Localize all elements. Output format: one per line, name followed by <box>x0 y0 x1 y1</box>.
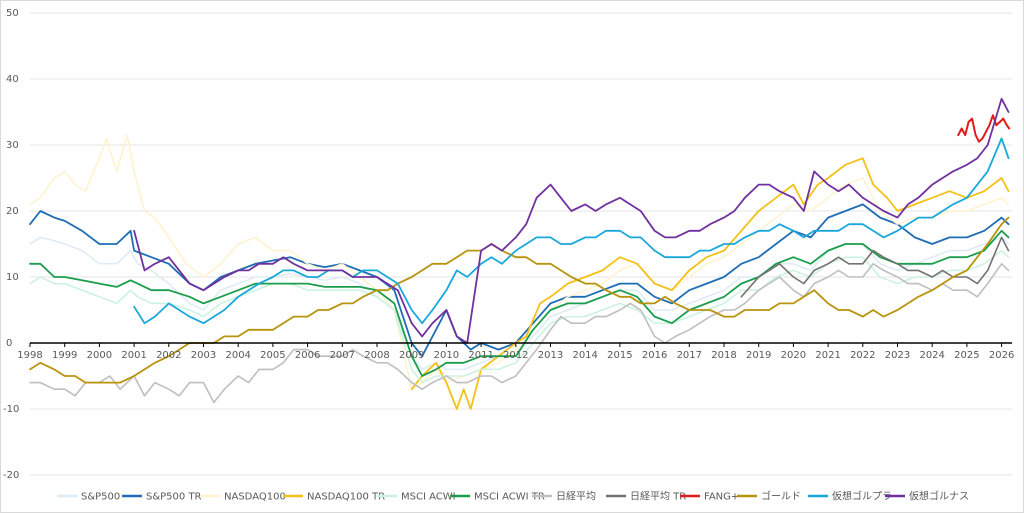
y-tick-label: 0 <box>6 338 12 349</box>
series-line-5 <box>29 229 1010 377</box>
series-line-6 <box>29 263 1010 404</box>
x-tick-label: 2022 <box>850 350 875 361</box>
series-line-8 <box>957 114 1011 143</box>
x-tick-label: 2005 <box>260 350 285 361</box>
y-tick-label: 40 <box>6 74 19 85</box>
y-tick-label: 50 <box>6 8 19 19</box>
x-tick-label: 2017 <box>677 350 702 361</box>
legend-label: FANG+ <box>704 492 739 503</box>
y-tick-label: 10 <box>6 272 19 283</box>
x-tick-label: 2019 <box>746 350 771 361</box>
series-line-10 <box>133 137 1010 325</box>
x-tick-label: 2009 <box>399 350 424 361</box>
y-axis-tick-labels: -20 -10 0 10 20 30 40 50 <box>3 8 19 481</box>
x-tick-label: 2024 <box>919 350 944 361</box>
legend-label: MSCI ACWI <box>401 492 456 503</box>
series-line-1 <box>29 203 1010 358</box>
gridlines <box>30 12 1012 476</box>
x-tick-label: 2000 <box>87 350 112 361</box>
y-tick-label: -20 <box>3 470 19 481</box>
x-tick-label: 2011 <box>468 350 493 361</box>
x-tick-label: 2010 <box>434 350 459 361</box>
y-tick-label: 20 <box>6 206 19 217</box>
x-tick-label: 2012 <box>503 350 528 361</box>
x-tick-label: 1999 <box>52 350 77 361</box>
legend-label: 仮想ゴルプラ <box>832 490 892 503</box>
series-lines <box>29 97 1011 410</box>
legend-label: NASDAQ100 TR <box>307 492 385 503</box>
legend-label: 日経平均 <box>556 490 596 503</box>
x-tick-label: 2023 <box>885 350 910 361</box>
x-tick-label: 2021 <box>815 350 840 361</box>
y-tick-label: -10 <box>3 404 19 415</box>
x-tick-label: 1998 <box>17 350 42 361</box>
x-tick-label: 2004 <box>225 350 250 361</box>
legend-label: S&P500 <box>81 492 120 503</box>
x-tick-label: 2006 <box>295 350 320 361</box>
x-tick-label: 2007 <box>330 350 355 361</box>
series-line-11 <box>133 97 1010 344</box>
x-tick-label: 2001 <box>121 350 146 361</box>
series-line-7 <box>740 236 1010 298</box>
legend-label: S&P500 TR <box>146 492 202 503</box>
x-tick-label: 2014 <box>572 350 597 361</box>
legend-label: MSCI ACWI TR <box>474 492 545 503</box>
legend-label: ゴールド <box>761 490 801 503</box>
legend-label: 日経平均 TR <box>630 490 686 503</box>
y-tick-label: 30 <box>6 140 19 151</box>
x-tick-label: 2018 <box>711 350 736 361</box>
x-tick-label: 2015 <box>607 350 632 361</box>
x-tick-label: 2020 <box>781 350 806 361</box>
x-axis-tick-labels: 1998 1999 2000 2001 2002 2003 2004 2005 2006 2007… <box>17 343 1014 361</box>
x-tick-label: 2025 <box>954 350 979 361</box>
x-tick-label: 2003 <box>191 350 216 361</box>
x-tick-label: 2013 <box>538 350 563 361</box>
legend-label: 仮想ゴルナス <box>909 490 969 503</box>
legend-label: NASDAQ100 <box>224 492 286 503</box>
x-tick-label: 2002 <box>156 350 181 361</box>
x-tick-label: 2016 <box>642 350 667 361</box>
x-tick-label: 2026 <box>989 350 1014 361</box>
x-tick-label: 2008 <box>364 350 389 361</box>
legend: S&P500 S&P500 TR NASDAQ100 NASDAQ100 TR MSCI… <box>57 490 969 503</box>
